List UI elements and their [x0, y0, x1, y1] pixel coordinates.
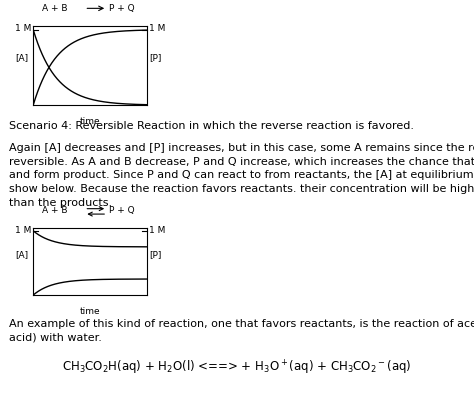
- Text: A + B: A + B: [42, 206, 68, 215]
- Text: [A]: [A]: [15, 250, 28, 259]
- Text: 1 M: 1 M: [149, 226, 165, 235]
- Text: P + Q: P + Q: [109, 4, 135, 13]
- Text: show below. Because the reaction favors reactants. their concentration will be h: show below. Because the reaction favors …: [9, 184, 474, 194]
- Text: Again [A] decreases and [P] increases, but in this case, some A remains since th: Again [A] decreases and [P] increases, b…: [9, 143, 474, 153]
- Text: than the products.: than the products.: [9, 198, 113, 208]
- Text: [P]: [P]: [149, 53, 162, 62]
- Text: time: time: [80, 307, 100, 316]
- Text: [A]: [A]: [15, 53, 28, 62]
- Text: P + Q: P + Q: [109, 206, 135, 215]
- Text: A + B: A + B: [42, 4, 68, 13]
- Text: reversible. As A and B decrease, P and Q increase, which increases the chance th: reversible. As A and B decrease, P and Q…: [9, 157, 474, 167]
- Text: CH$_3$CO$_2$H(aq) + H$_2$O(l) <==> + H$_3$O$^+$(aq) + CH$_3$CO$_2$$^-$(aq): CH$_3$CO$_2$H(aq) + H$_2$O(l) <==> + H$_…: [62, 358, 412, 377]
- Text: An example of this kind of reaction, one that favors reactants, is the reaction : An example of this kind of reaction, one…: [9, 319, 474, 329]
- Text: 1 M: 1 M: [149, 24, 165, 33]
- Text: [P]: [P]: [149, 250, 162, 259]
- Text: 1 M: 1 M: [15, 226, 31, 235]
- Text: Scenario 4: Reversible Reaction in which the reverse reaction is favored.: Scenario 4: Reversible Reaction in which…: [9, 121, 414, 131]
- Text: acid) with water.: acid) with water.: [9, 333, 102, 343]
- Text: time: time: [80, 117, 100, 126]
- Text: 1 M: 1 M: [15, 24, 31, 33]
- Text: and form product. Since P and Q can react to from reactants, the [A] at equilibr: and form product. Since P and Q can reac…: [9, 170, 474, 180]
